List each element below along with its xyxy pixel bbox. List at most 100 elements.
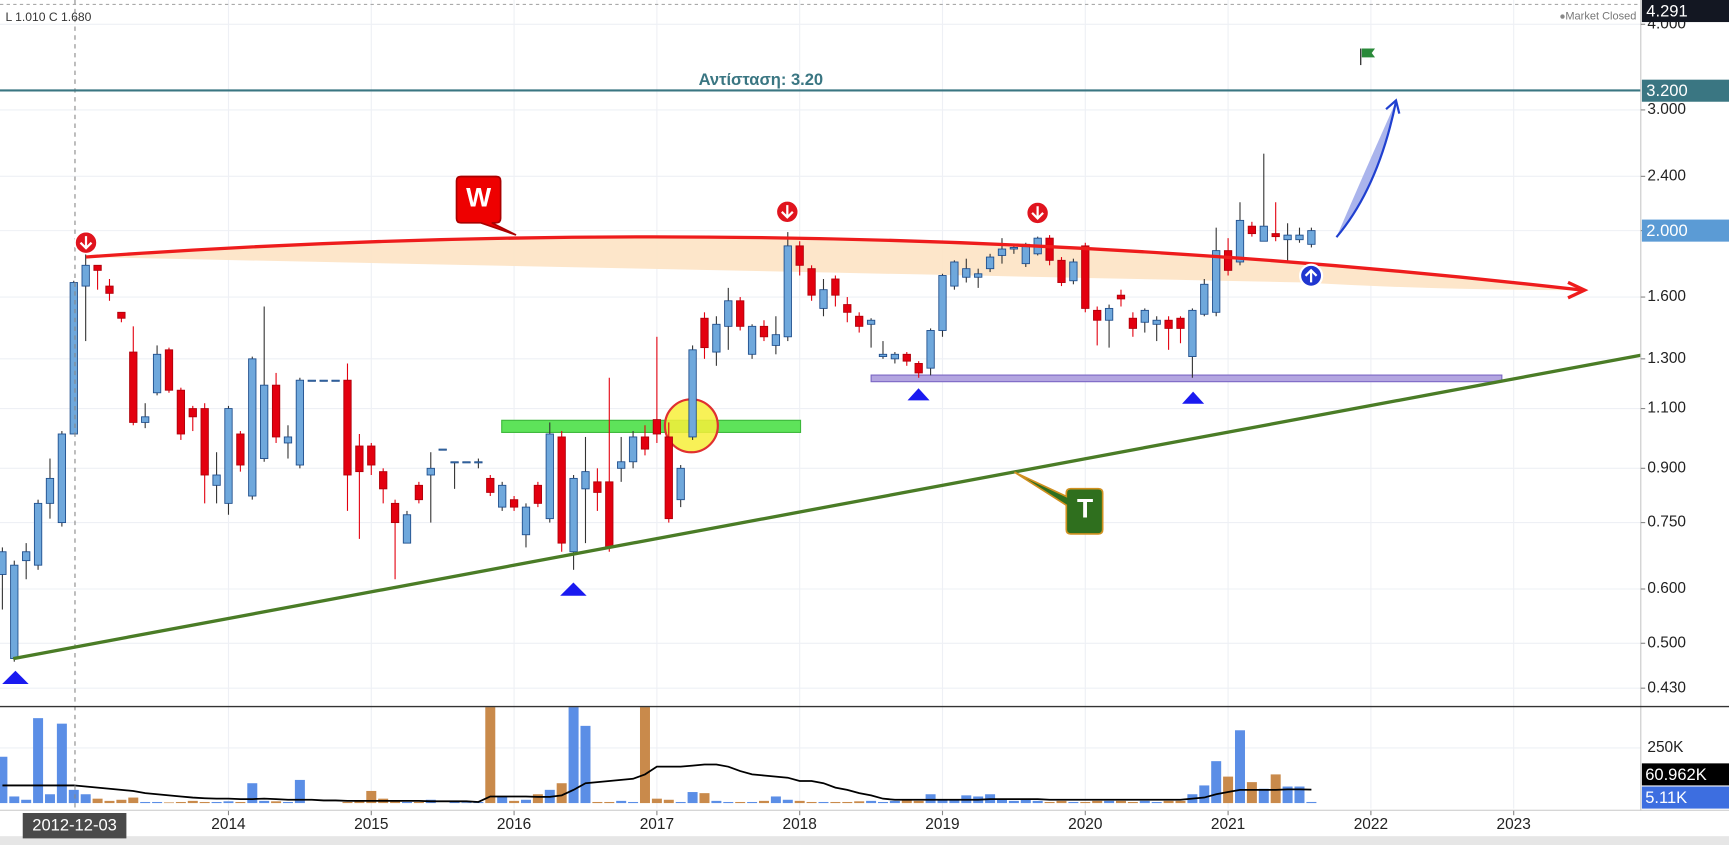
- price-marker: [1641, 0, 1729, 23]
- volume-bar: [794, 800, 805, 804]
- candle-body: [379, 471, 388, 490]
- t-callout: [1014, 471, 1104, 535]
- y-tick-label: 0.500: [1647, 634, 1686, 651]
- candle-body: [486, 477, 495, 493]
- volume-bar: [354, 800, 365, 804]
- volume-bar: [1080, 801, 1091, 804]
- volume-bar: [735, 801, 746, 804]
- candle-body: [1057, 259, 1066, 283]
- volume-bar: [556, 783, 567, 804]
- candle-body: [688, 349, 697, 438]
- volume-bar: [44, 794, 55, 804]
- candle-body: [878, 353, 888, 358]
- volume-bar: [1044, 801, 1055, 804]
- candle-body: [1009, 247, 1019, 250]
- volume-bar: [842, 801, 853, 804]
- volume-bar: [854, 801, 865, 804]
- candle-body: [914, 363, 923, 374]
- candle-body: [1176, 317, 1185, 329]
- volume-bar: [449, 801, 460, 804]
- ohlc-header: L 1.010 C 1.680: [6, 10, 92, 24]
- candle-body: [117, 311, 126, 319]
- x-tick-label: 2022: [1354, 816, 1388, 833]
- candle-body: [664, 436, 673, 520]
- candle-body: [997, 248, 1007, 256]
- candle-body: [69, 282, 78, 435]
- volume-bar: [1246, 782, 1257, 804]
- candle-body: [260, 384, 269, 459]
- price-marker-label: 2.000: [1646, 221, 1687, 240]
- y-tick-label: 0.900: [1647, 459, 1686, 476]
- candle-body: [33, 502, 43, 566]
- market-status: Market Closed: [1565, 10, 1636, 22]
- candle-body: [10, 564, 19, 659]
- x-tick-label: 2017: [640, 816, 674, 833]
- candle-body: [640, 436, 650, 450]
- volume-bar: [294, 779, 305, 804]
- volume-bar: [152, 801, 163, 804]
- t-callout-text: T: [1077, 494, 1093, 524]
- volume-bar: [1294, 786, 1305, 804]
- volume-bar: [1020, 799, 1031, 804]
- candle-body: [1271, 233, 1280, 238]
- volume-bar: [1008, 800, 1019, 804]
- candle-body: [617, 461, 626, 469]
- candle-body: [557, 436, 566, 544]
- candle-body: [1045, 237, 1054, 261]
- volume-bar: [223, 801, 234, 804]
- volume-bar: [80, 794, 91, 804]
- volume-bar: [651, 798, 662, 804]
- candle-body: [1104, 307, 1114, 321]
- support-box: [501, 419, 802, 433]
- y-tick-label: 2.400: [1647, 167, 1686, 184]
- volume-bar: [1127, 801, 1138, 804]
- candle-body: [724, 300, 733, 327]
- volume-bar: [1223, 776, 1234, 804]
- candle-body: [747, 325, 757, 355]
- up-triangle: [907, 388, 930, 401]
- volume-bar: [723, 801, 734, 804]
- volume-bar: [699, 793, 710, 804]
- volume-bar: [1151, 801, 1162, 804]
- volume-marker: [1641, 763, 1729, 786]
- candle-body: [450, 461, 459, 464]
- candle-body: [498, 484, 507, 508]
- candle-body: [569, 477, 578, 553]
- volume-bar: [485, 707, 496, 804]
- volume-bar: [271, 801, 282, 804]
- volume-bar: [1175, 800, 1186, 804]
- up-triangle: [1182, 391, 1205, 404]
- candle-body: [1152, 319, 1161, 325]
- candle-body: [283, 436, 293, 444]
- y-tick-label: 1.600: [1647, 288, 1686, 305]
- volume-bar: [413, 801, 424, 804]
- candle-body: [974, 273, 983, 278]
- candle-body: [224, 408, 233, 504]
- projection-arrow: [1335, 101, 1398, 238]
- candle-body: [938, 275, 947, 331]
- volume-bar: [532, 794, 543, 804]
- crosshair-date-label: 2012-12-03: [32, 816, 117, 835]
- candle-body: [843, 304, 852, 313]
- volume-bar: [259, 800, 270, 804]
- candle-body: [926, 330, 935, 369]
- volume-bar: [616, 800, 627, 804]
- candle-body: [200, 408, 209, 476]
- candle-body: [509, 499, 519, 508]
- y-tick-label: 3.000: [1647, 101, 1686, 118]
- volume-bar: [461, 802, 472, 804]
- volume-bar: [580, 725, 591, 804]
- candle-body: [676, 467, 685, 501]
- volume-bar: [175, 801, 186, 804]
- volume-bar: [639, 707, 650, 804]
- volume-bar: [1306, 801, 1317, 804]
- volume-bar: [390, 800, 401, 804]
- y-tick-label: 1.100: [1647, 400, 1686, 417]
- x-tick-label: 2015: [354, 816, 388, 833]
- volume-bar: [497, 796, 508, 804]
- x-tick-label: 2020: [1068, 816, 1102, 833]
- candle-body: [45, 477, 55, 504]
